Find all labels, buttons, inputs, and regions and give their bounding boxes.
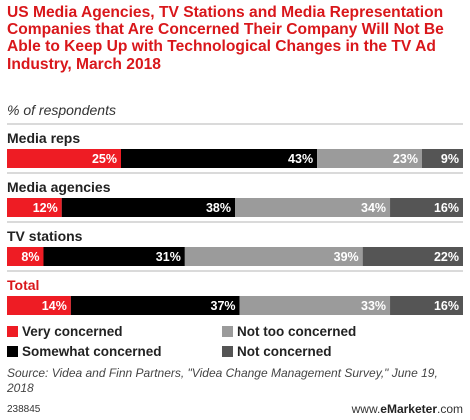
- brand-suffix: .com: [436, 402, 463, 416]
- data-label-tv-stations-somewhat-concerned: 31%: [156, 250, 181, 264]
- data-label-media-agencies-not-concerned: 16%: [434, 201, 459, 215]
- emarketer-logo[interactable]: www.eMarketer.com: [352, 402, 463, 416]
- chart-source: Source: Videa and Finn Partners, "Videa …: [7, 366, 438, 395]
- chart-title: US Media Agencies, TV Stations and Media…: [7, 4, 444, 73]
- bar-total-not-too-concerned: [239, 296, 391, 315]
- brand-name: eMarketer: [380, 402, 437, 416]
- bar-media-reps-very-concerned: [7, 149, 121, 168]
- data-label-tv-stations-not-too-concerned: 39%: [334, 250, 359, 264]
- bar-total-not-concerned: [390, 296, 463, 315]
- data-label-media-agencies-not-too-concerned: 34%: [361, 201, 386, 215]
- data-label-media-reps-not-too-concerned: 23%: [393, 152, 418, 166]
- bar-media-agencies-very-concerned: [7, 198, 62, 217]
- brand-prefix: www.: [351, 402, 381, 416]
- category-label-media-agencies: Media agencies: [7, 179, 111, 195]
- bar-media-reps-somewhat-concerned: [121, 149, 318, 168]
- bar-media-agencies-somewhat-concerned: [61, 198, 235, 217]
- data-label-media-reps-very-concerned: 25%: [92, 152, 117, 166]
- data-label-tv-stations-very-concerned: 8%: [21, 250, 39, 264]
- bar-media-reps-not-too-concerned: [317, 149, 422, 168]
- bar-total-very-concerned: [7, 296, 71, 315]
- data-label-media-reps-somewhat-concerned: 43%: [288, 152, 313, 166]
- bar-tv-stations-not-too-concerned: [184, 247, 363, 266]
- bar-total-somewhat-concerned: [70, 296, 240, 315]
- data-label-media-reps-not-concerned: 9%: [441, 152, 459, 166]
- bar-media-reps-not-concerned: [421, 149, 463, 168]
- bar-media-agencies-not-concerned: [390, 198, 463, 217]
- bar-media-agencies-not-too-concerned: [235, 198, 391, 217]
- data-label-media-agencies-somewhat-concerned: 38%: [206, 201, 231, 215]
- bar-tv-stations-not-concerned: [362, 247, 463, 266]
- data-label-total-not-too-concerned: 33%: [361, 299, 386, 313]
- bar-tv-stations-somewhat-concerned: [43, 247, 185, 266]
- chart-id: 238845: [7, 404, 41, 415]
- category-label-media-reps: Media reps: [7, 130, 80, 146]
- chart-subtitle: % of respondents: [7, 102, 116, 118]
- data-label-media-agencies-very-concerned: 12%: [33, 201, 58, 215]
- data-label-total-somewhat-concerned: 37%: [211, 299, 236, 313]
- data-label-total-very-concerned: 14%: [42, 299, 67, 313]
- bar-tv-stations-very-concerned: [7, 247, 44, 266]
- data-label-tv-stations-not-concerned: 22%: [434, 250, 459, 264]
- data-label-total-not-concerned: 16%: [434, 299, 459, 313]
- category-label-total: Total: [7, 277, 39, 293]
- category-label-tv-stations: TV stations: [7, 228, 83, 244]
